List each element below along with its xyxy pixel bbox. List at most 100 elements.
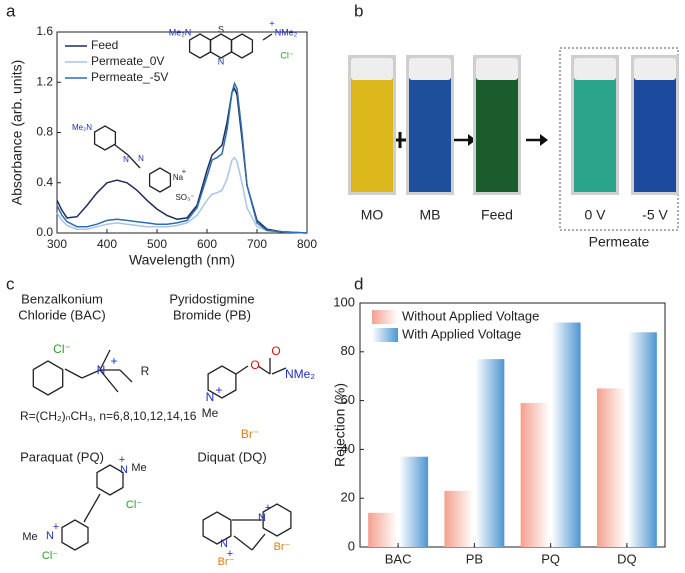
atom-label: Me — [202, 406, 219, 420]
vial-liquid — [574, 78, 616, 192]
y-tick-label: 40 — [341, 441, 355, 456]
bond — [251, 533, 266, 551]
atom-label: + — [227, 548, 233, 560]
atom-label: Cl⁻ — [53, 342, 71, 356]
atom-label: + — [110, 354, 117, 368]
y-tick-label: 100 — [333, 294, 355, 309]
bar — [520, 403, 550, 547]
bond — [262, 33, 273, 41]
atom-label: NMe₂ — [275, 27, 298, 37]
y-tick-label: 0.0 — [36, 225, 53, 239]
atom-label: Cl⁻ — [280, 50, 293, 60]
bond — [257, 365, 271, 375]
structure-name: Chloride (BAC) — [18, 307, 105, 322]
y-tick-label: 0 — [348, 538, 355, 553]
panel-label: b — [354, 1, 363, 20]
x-axis-label: Wavelength (nm) — [129, 252, 235, 268]
atom-label: + — [53, 521, 59, 533]
x-tick-label: BAC — [385, 551, 412, 566]
bar — [551, 322, 581, 547]
atom-label: N — [218, 56, 225, 66]
bar — [444, 490, 474, 547]
bond — [83, 493, 101, 523]
atom-label: O — [271, 344, 280, 358]
structure-name: Paraquat (PQ) — [20, 449, 104, 464]
atom-label: N — [123, 155, 129, 164]
y-tick-label: 60 — [341, 392, 355, 407]
atom-label: N — [97, 363, 106, 377]
vial-label: MB — [420, 207, 441, 223]
atom-label: + — [215, 383, 222, 397]
y-axis-label: Rejection (%) — [332, 383, 348, 467]
vial-label: MO — [361, 207, 384, 223]
legend-label: Feed — [91, 38, 118, 52]
bar — [399, 456, 429, 547]
ring — [230, 33, 254, 59]
structure-note: R=(CH₂)ₙCH₃, n=6,8,10,12,14,16 — [20, 409, 197, 423]
ring — [61, 519, 89, 551]
bond — [119, 369, 133, 383]
atom-label: O — [250, 358, 259, 372]
atom-label: N — [206, 390, 215, 404]
legend-label: Without Applied Voltage — [402, 308, 539, 323]
atom-label: Na — [173, 173, 184, 182]
x-tick-label: 300 — [47, 237, 67, 251]
vial-top — [409, 58, 451, 80]
x-tick-label: 800 — [297, 237, 317, 251]
x-tick-label: PB — [466, 551, 483, 566]
vial-liquid — [476, 78, 518, 192]
bond — [127, 154, 141, 169]
x-tick-label: 400 — [97, 237, 117, 251]
ring — [207, 365, 237, 399]
y-tick-label: 1.2 — [36, 74, 53, 88]
atom-label: Br⁻ — [241, 427, 259, 441]
ring — [32, 360, 64, 396]
bar — [475, 359, 505, 547]
y-axis-label: Absorbance (arb. units) — [9, 60, 25, 206]
line — [56, 156, 308, 234]
atom-label: N — [46, 530, 54, 542]
y-tick-label: 80 — [341, 343, 355, 358]
atom-label: + — [269, 18, 274, 28]
bar — [627, 332, 657, 547]
panel-label: d — [354, 274, 363, 293]
line — [56, 81, 308, 234]
ring — [148, 167, 172, 193]
vial-top — [351, 58, 393, 80]
vial-label: 0 V — [584, 207, 606, 223]
structure-name: Bromide (PB) — [173, 307, 251, 322]
atom-label: + — [119, 454, 125, 466]
vial-liquid — [634, 78, 676, 192]
atom-label: Me — [22, 531, 37, 543]
panel-label: a — [6, 1, 16, 20]
vial-label: -5 V — [642, 207, 668, 223]
legend-swatch — [372, 328, 398, 342]
vial-liquid — [409, 78, 451, 192]
atom-label: NMe₂ — [285, 367, 315, 381]
y-tick-label: 0.4 — [36, 175, 53, 189]
legend-label: Permeate_0V — [91, 54, 164, 68]
atom-label: Cl⁻ — [42, 550, 58, 562]
x-tick-label: PQ — [541, 551, 560, 566]
atom-label: SO₃⁻ — [175, 193, 194, 202]
bond — [271, 367, 287, 375]
atom-label: N — [258, 512, 266, 524]
vial-top — [476, 58, 518, 80]
ring — [93, 125, 117, 151]
legend-label: With Applied Voltage — [402, 326, 521, 341]
vial-top — [634, 58, 676, 80]
atom-label: S — [218, 24, 224, 34]
y-tick-label: 0.8 — [36, 125, 53, 139]
bond — [235, 365, 249, 375]
legend-label: Permeate_-5V — [91, 70, 168, 84]
bond — [64, 368, 83, 379]
x-tick-label: DQ — [617, 551, 637, 566]
ring — [262, 503, 292, 537]
bond — [99, 369, 119, 393]
x-tick-label: 500 — [147, 237, 167, 251]
atom-label: + — [182, 167, 187, 176]
bond — [99, 349, 111, 371]
y-tick-label: 1.6 — [36, 24, 53, 38]
vial-liquid — [351, 78, 393, 192]
